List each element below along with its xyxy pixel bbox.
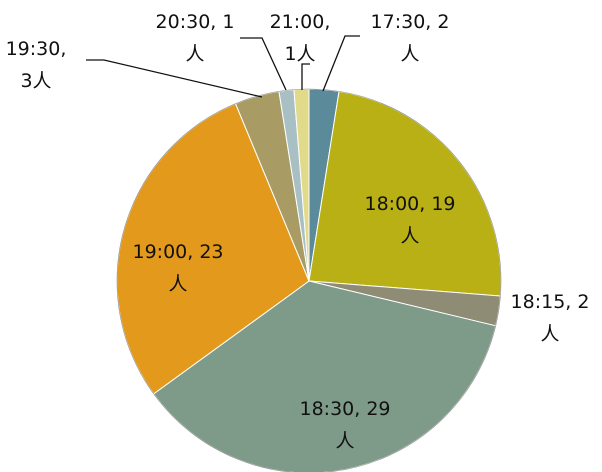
data-label-1830: 18:30, 29 人 [299,398,390,452]
leader-line-1730 [322,35,360,92]
data-label-1900: 19:00, 23 人 [132,241,223,295]
pie-outline [116,88,502,472]
data-label-2100: 21:00, 1人 [270,11,331,65]
data-label-1800: 18:00, 19 人 [364,193,455,247]
leader-line-2030 [240,37,287,91]
leader-line-1930 [86,59,263,98]
data-label-1930: 19:30, 3人 [6,38,67,92]
leader-line-2100 [301,63,310,90]
